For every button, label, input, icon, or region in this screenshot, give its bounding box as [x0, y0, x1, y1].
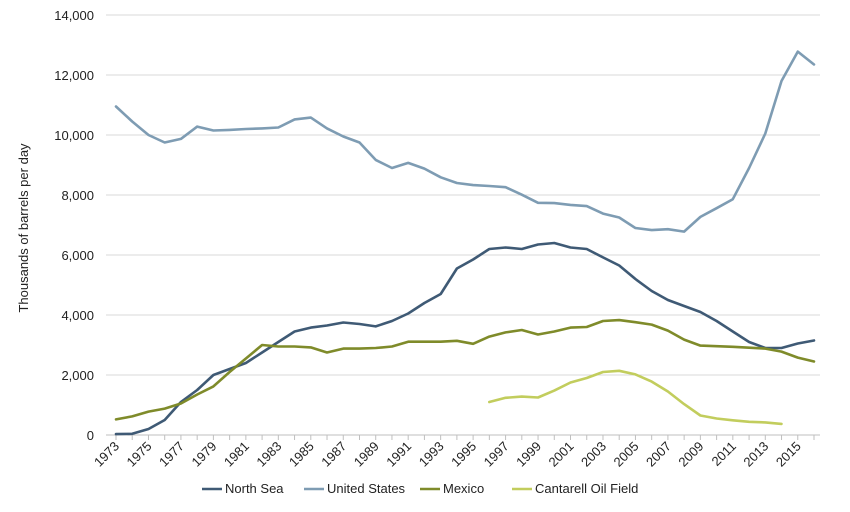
x-tick-label: 1989 [351, 439, 382, 470]
series-line-cantarell-oil-field [487, 369, 783, 426]
y-tick-label: 14,000 [54, 8, 94, 23]
x-tick-label: 1993 [416, 439, 447, 470]
x-tick-label: 1991 [383, 439, 414, 470]
x-tick-label: 2003 [578, 439, 609, 470]
x-tick-label: 1981 [221, 439, 252, 470]
y-axis: 0 2,000 4,000 6,000 8,000 10,000 12,000 14,000 [54, 8, 94, 443]
y-tick-label: 8,000 [61, 188, 94, 203]
legend-label: United States [327, 481, 406, 496]
x-tick-label: 2001 [546, 439, 577, 470]
x-tick-label: 1977 [156, 439, 187, 470]
x-axis: 1973 1975 1977 1979 1981 1983 1985 1987 1989 1991… [91, 434, 820, 470]
series-line-united-states [114, 50, 816, 233]
legend-label: Cantarell Oil Field [535, 481, 638, 496]
series-line-north-sea [114, 241, 816, 436]
y-axis-title: Thousands of barrels per day [16, 143, 31, 313]
x-tick-label: 2013 [740, 439, 771, 470]
x-tick-label: 1983 [253, 439, 284, 470]
y-tick-label: 4,000 [61, 308, 94, 323]
x-tick-label: 1995 [448, 439, 479, 470]
legend-label: Mexico [443, 481, 484, 496]
y-tick-label: 0 [87, 428, 94, 443]
x-tick-label: 1973 [91, 439, 122, 470]
x-tick-label: 1997 [481, 439, 512, 470]
x-tick-label: 1975 [124, 439, 155, 470]
legend: North Sea United States Mexico Cantarell Oi… [202, 481, 638, 496]
x-tick-label: 2007 [643, 439, 674, 470]
y-tick-label: 10,000 [54, 128, 94, 143]
y-tick-label: 2,000 [61, 368, 94, 383]
series-line-mexico [114, 318, 816, 421]
x-tick-label: 1987 [318, 439, 349, 470]
x-tick-label: 2009 [675, 439, 706, 470]
x-tick-label: 2005 [611, 439, 642, 470]
x-tick-label: 1985 [286, 439, 317, 470]
x-tick-label: 1979 [188, 439, 219, 470]
series-lines [114, 50, 816, 436]
x-tick-label: 2015 [773, 439, 804, 470]
gridlines [106, 14, 820, 376]
y-tick-label: 6,000 [61, 248, 94, 263]
legend-label: North Sea [225, 481, 284, 496]
x-tick-label: 2011 [709, 439, 739, 469]
x-tick-label: 1999 [513, 439, 544, 470]
y-tick-label: 12,000 [54, 68, 94, 83]
